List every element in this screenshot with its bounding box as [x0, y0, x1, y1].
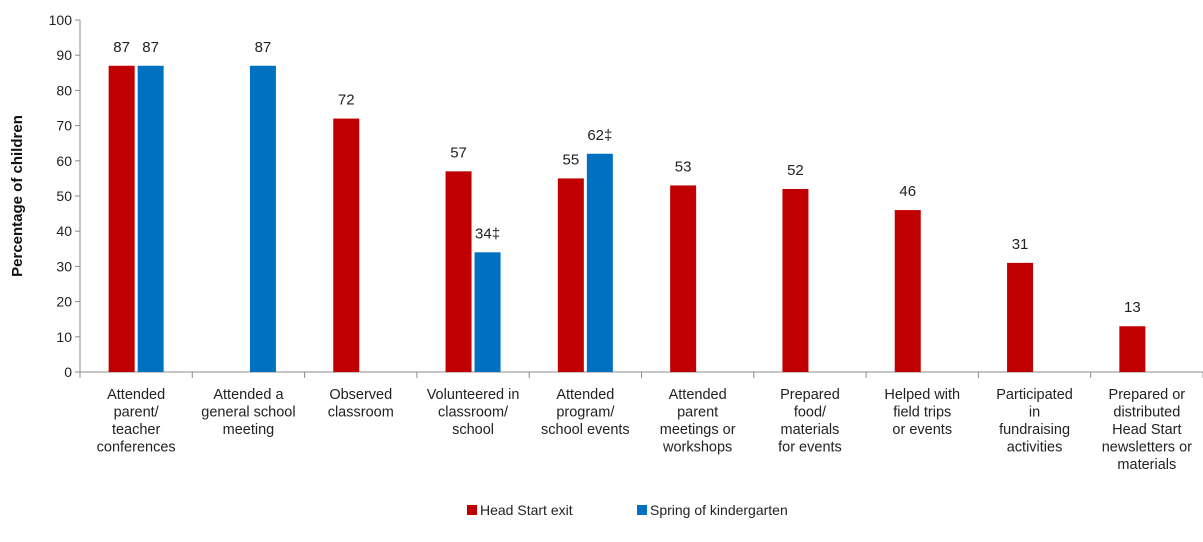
y-tick-label: 100 — [49, 12, 73, 28]
data-label: 53 — [675, 158, 692, 175]
y-tick-label: 80 — [56, 82, 72, 98]
x-tick-label-line: Volunteered in — [427, 387, 520, 403]
data-label: 87 — [255, 39, 272, 56]
value-labels: 87 87 87 72 57 34‡ 55 62‡ 53 52 46 31 13 — [113, 39, 1140, 316]
x-tick-label: Attended parent meetings or workshops — [660, 387, 736, 456]
bar — [137, 65, 164, 372]
y-tick-label: 60 — [56, 153, 72, 169]
bar — [445, 171, 472, 372]
bar — [557, 178, 584, 372]
x-tick-label-line: newsletters or — [1102, 440, 1192, 456]
x-tick-label-line: teacher — [112, 422, 161, 438]
data-label: 62‡ — [587, 127, 612, 144]
y-tick-label: 90 — [56, 47, 72, 63]
legend-label: Head Start exit — [480, 502, 573, 518]
x-tick-label-line: distributed — [1113, 405, 1180, 421]
x-tick-label-line: Attended a — [213, 387, 284, 403]
x-tick-label-line: field trips — [893, 405, 951, 421]
x-tick-label-line: classroom — [328, 405, 394, 421]
bar — [1119, 326, 1146, 372]
x-tick-label-line: meetings or — [660, 422, 736, 438]
x-tick-label-line: Attended — [556, 387, 614, 403]
y-tick-label: 10 — [56, 329, 72, 345]
y-axis-label: Percentage of children — [9, 115, 26, 277]
x-tick-label-line: or events — [892, 422, 952, 438]
bar — [782, 188, 809, 372]
x-tick-label-line: workshops — [662, 440, 732, 456]
x-tick-label-line: classroom/ — [438, 405, 509, 421]
data-label: 55 — [563, 151, 580, 168]
x-tick-label-line: program/ — [556, 405, 615, 421]
bar — [249, 65, 276, 372]
x-tick-label-line: parent/ — [114, 405, 160, 421]
y-tick-label: 0 — [64, 364, 72, 380]
x-tick-label-line: Prepared — [780, 387, 840, 403]
data-label: 34‡ — [475, 225, 500, 242]
category-labels: Attended parent/teacher conferencesAttende… — [97, 387, 1192, 473]
x-tick-label-line: parent — [677, 405, 718, 421]
x-tick-label-line: in — [1029, 405, 1040, 421]
bar — [1007, 262, 1034, 372]
bar — [586, 153, 613, 372]
x-tick-label: Attended parent/teacher conferences — [97, 387, 176, 456]
data-label: 57 — [450, 144, 467, 161]
data-label: 31 — [1012, 236, 1029, 253]
x-tick-label-line: food/ — [794, 405, 827, 421]
legend-swatch — [637, 505, 647, 515]
legend-swatch — [467, 505, 477, 515]
y-tick-label: 30 — [56, 258, 72, 274]
x-tick-label-line: activities — [1007, 440, 1063, 456]
bars — [108, 65, 1146, 372]
bar — [333, 118, 360, 372]
x-tick-label-line: fundraising — [999, 422, 1070, 438]
x-tick-label-line: general school — [201, 405, 295, 421]
data-label: 72 — [338, 92, 355, 109]
bar — [670, 185, 697, 372]
bar — [108, 65, 135, 372]
x-tick-label-line: school events — [541, 422, 630, 438]
x-tick-label-line: Attended — [107, 387, 165, 403]
x-tick-label-line: school — [452, 422, 494, 438]
data-label: 52 — [787, 162, 804, 179]
x-tick-label: Participated in fundraising activities — [996, 387, 1073, 456]
x-tick-label: Prepared or distributed Head Start newslett… — [1102, 387, 1192, 473]
x-tick-label-line: Helped with — [884, 387, 960, 403]
x-tick-label: Volunteered in classroom/school — [427, 387, 520, 438]
x-tick-label-line: Head Start — [1112, 422, 1181, 438]
data-label: 13 — [1124, 299, 1141, 316]
x-tick-label-line: for events — [778, 440, 842, 456]
y-tick-label: 50 — [56, 188, 72, 204]
x-tick-label-line: materials — [781, 422, 840, 438]
x-tick-label-line: Attended — [669, 387, 727, 403]
y-tick-label: 40 — [56, 223, 72, 239]
x-tick-label-line: materials — [1117, 457, 1176, 473]
legend: Head Start exit Spring of kindergarten — [467, 502, 788, 518]
data-label: 87 — [113, 39, 130, 56]
x-tick-label: Prepared food/materials for events — [778, 387, 842, 456]
x-tick-label: Helped with field trips or events — [884, 387, 960, 438]
legend-label: Spring of kindergarten — [650, 502, 788, 518]
x-tick-label: Observed classroom — [328, 387, 394, 421]
x-tick-label-line: Participated — [996, 387, 1073, 403]
x-tick-label-line: Prepared or — [1109, 387, 1186, 403]
y-tick-label: 70 — [56, 118, 72, 134]
data-label: 87 — [142, 39, 159, 56]
x-tick-label-line: meeting — [223, 422, 275, 438]
x-tick-label-line: conferences — [97, 440, 176, 456]
x-tick-label-line: Observed — [329, 387, 392, 403]
bar — [474, 252, 501, 372]
y-tick-label: 20 — [56, 294, 72, 310]
x-tick-label: Attended a general school meeting — [201, 387, 295, 438]
bar — [894, 210, 921, 372]
data-label: 46 — [899, 183, 916, 200]
x-tick-label: Attended program/school events — [541, 387, 630, 438]
